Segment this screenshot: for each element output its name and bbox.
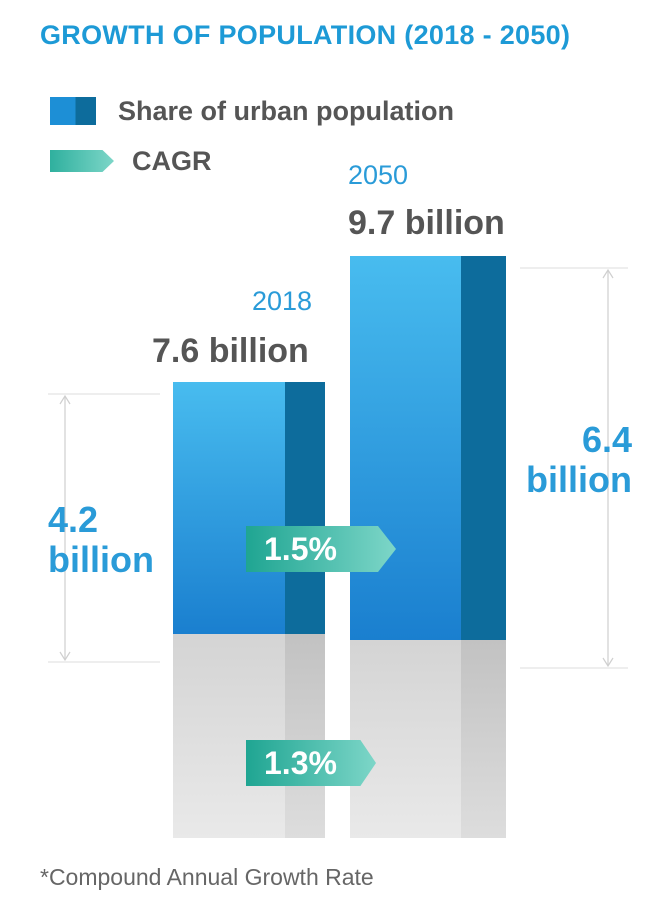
rural-bar-side-2018: [285, 634, 325, 838]
cagr-value-urban: 1.5%: [264, 530, 337, 567]
legend-item-cagr: CAGR: [50, 146, 212, 176]
rural-bar-side-2050: [461, 640, 506, 838]
urban-bar-side-2018: [285, 382, 325, 634]
cagr-value-rural: 1.3%: [264, 744, 337, 781]
rural-bar-2050: [350, 640, 461, 838]
total-label-2018: 7.6 billion: [152, 332, 309, 370]
footnote: *Compound Annual Growth Rate: [40, 864, 374, 890]
urban-legend-label: Share of urban population: [118, 95, 454, 126]
urban-value-label-2050: 6.4 billion: [526, 419, 632, 500]
chart-title: GROWTH OF POPULATION (2018 - 2050): [40, 20, 571, 50]
cagr-tag-rural: 1.3%: [246, 740, 376, 786]
cagr-legend-swatch: [50, 150, 114, 172]
urban-bar-2018: [173, 382, 285, 634]
urban-legend-swatch: [50, 97, 96, 125]
cagr-legend-label: CAGR: [132, 145, 212, 176]
cagr-tag-urban: 1.5%: [246, 526, 396, 572]
urban-dimension-2050: [520, 267, 628, 669]
total-label-2050: 9.7 billion: [348, 204, 505, 242]
legend-item-urban: Share of urban population: [50, 96, 454, 126]
year-label-2018: 2018: [252, 286, 313, 316]
urban-value-label-2018: 4.2 billion: [48, 499, 154, 580]
urban-dimension-2018: [48, 393, 160, 663]
rural-bar-2018: [173, 634, 285, 838]
year-label-2050: 2050: [348, 160, 409, 190]
urban-bar-2050: [350, 256, 461, 640]
urban-bar-side-2050: [461, 256, 506, 640]
